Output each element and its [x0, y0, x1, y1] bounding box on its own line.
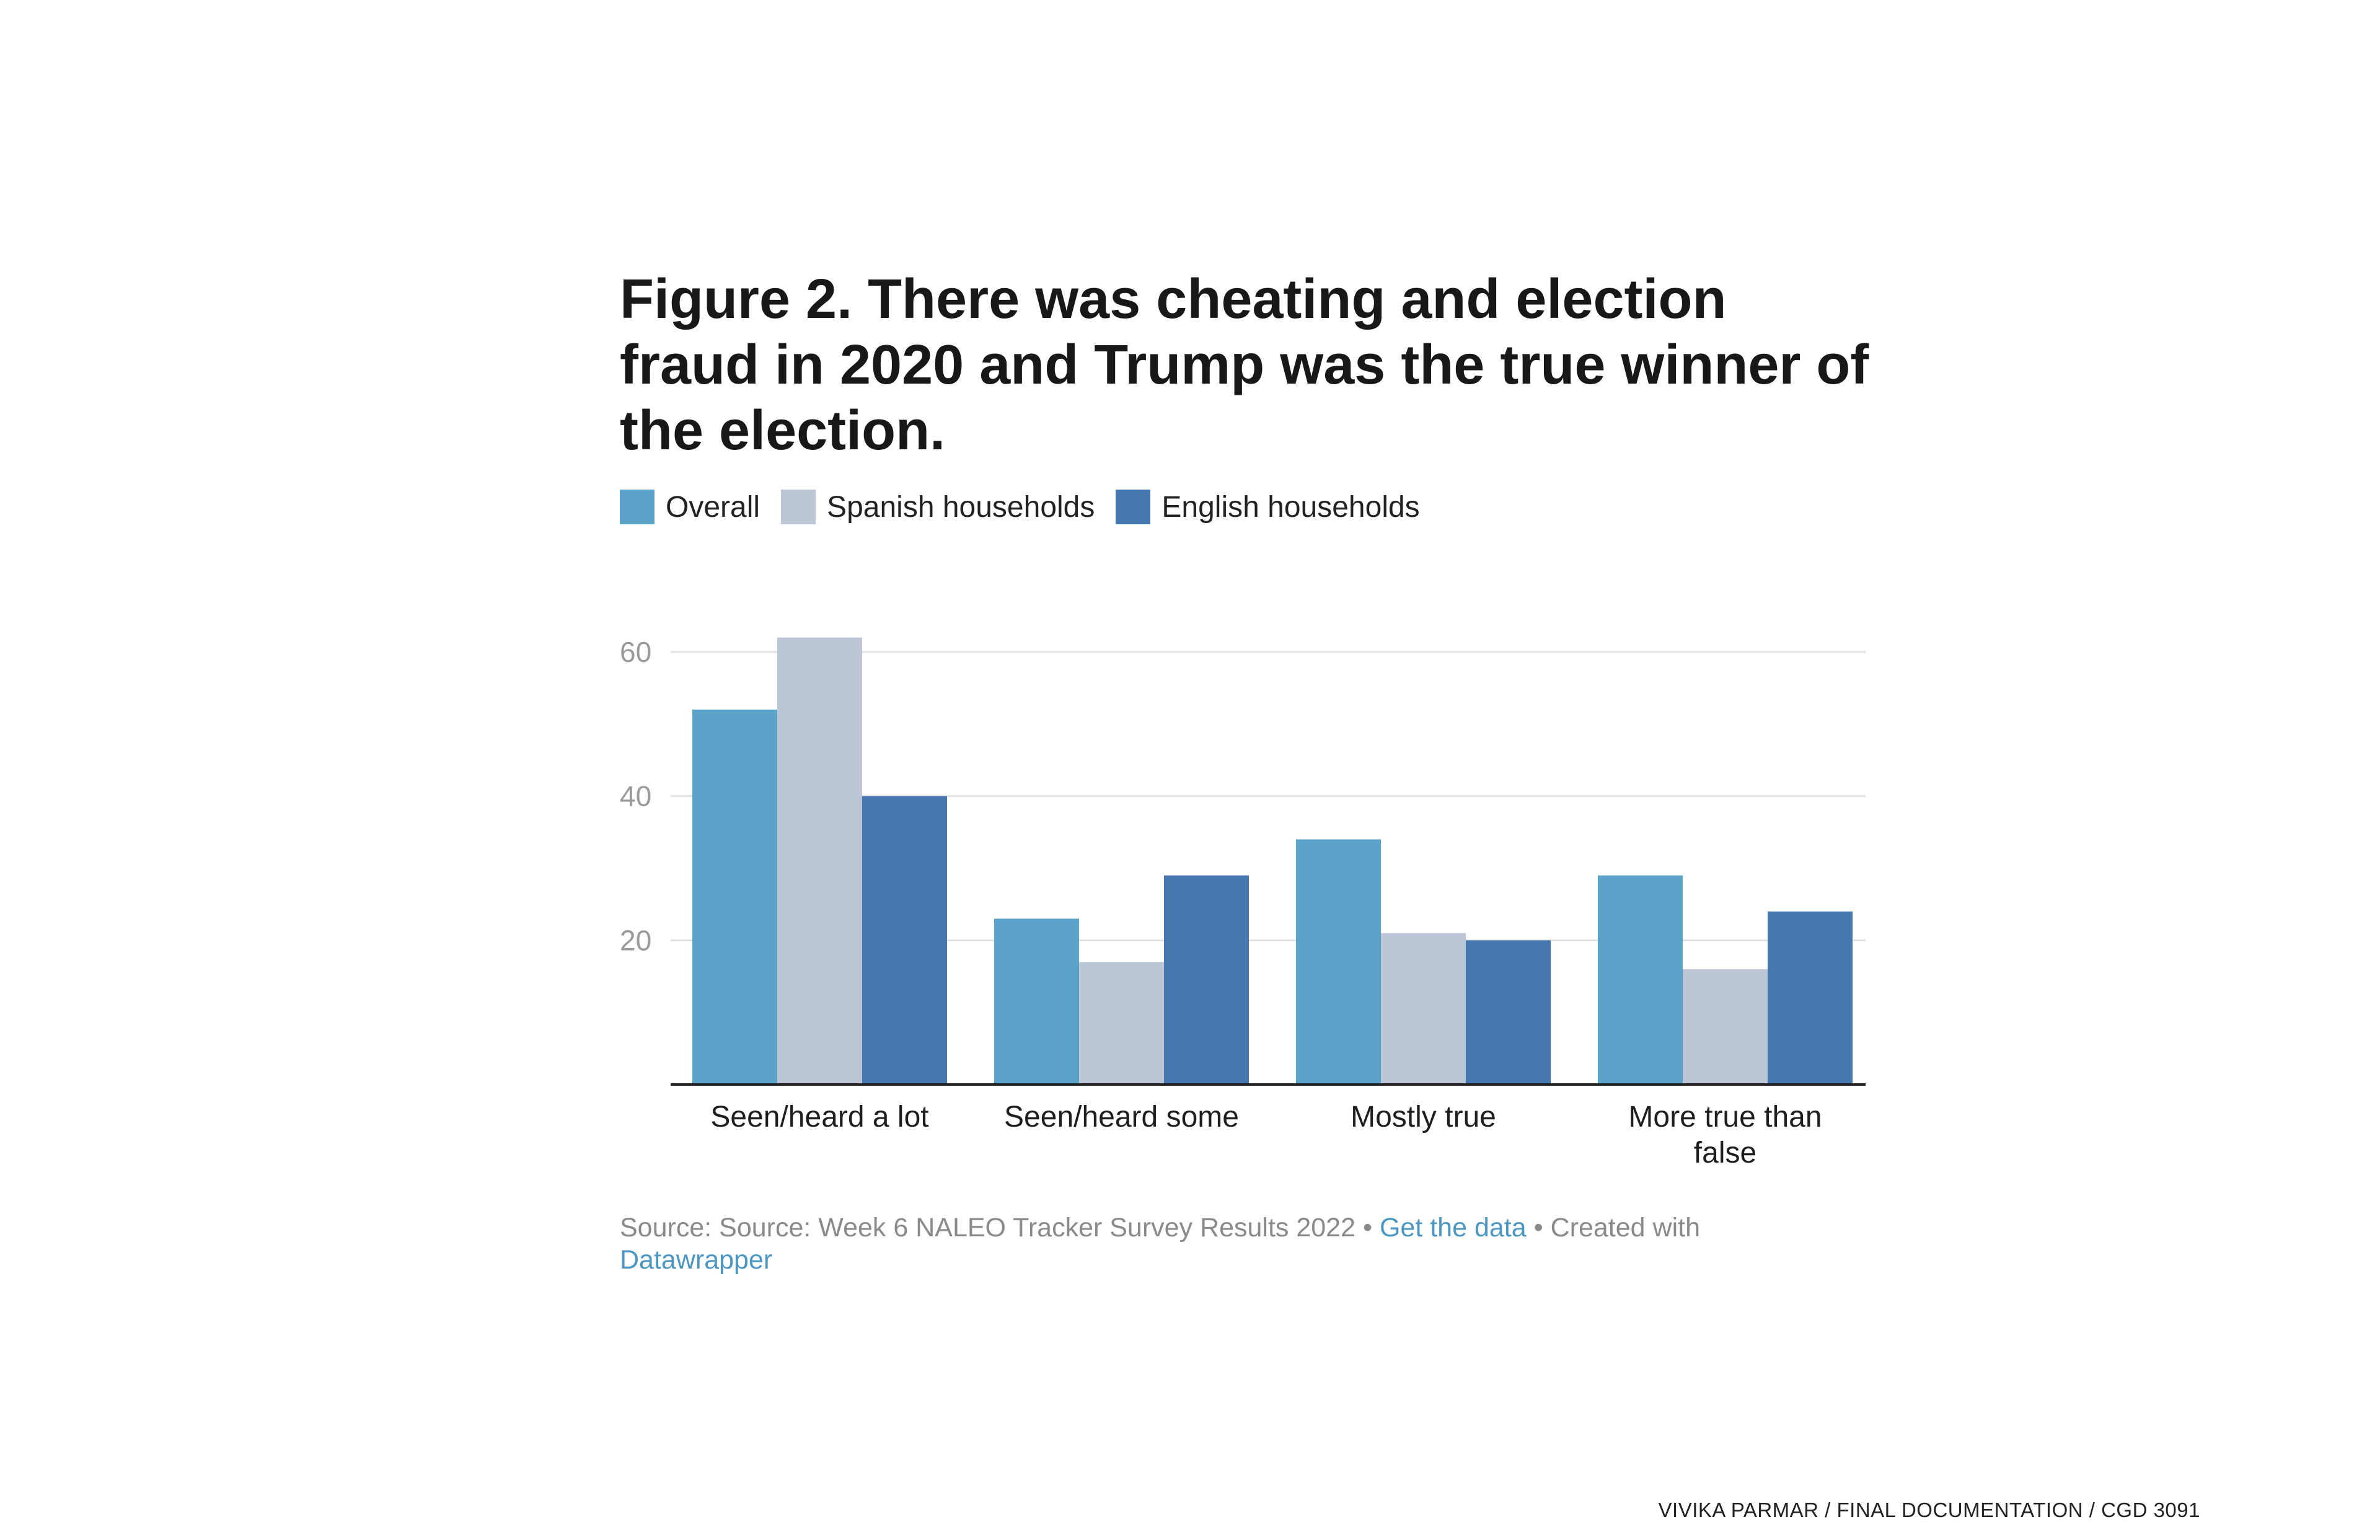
y-tick-label-40: 40	[620, 780, 651, 812]
bar-1-2	[1164, 875, 1249, 1085]
legend-swatch-spanish	[781, 490, 816, 524]
x-tick-label-1: Seen/heard some	[1004, 1101, 1239, 1133]
chart-legend: Overall Spanish households English house…	[620, 488, 1872, 526]
bar-1-1	[1079, 962, 1164, 1085]
legend-label-spanish: Spanish households	[827, 490, 1095, 524]
legend-item-spanish: Spanish households	[781, 490, 1095, 524]
bar-0-1	[777, 637, 862, 1085]
bar-2-2	[1466, 940, 1551, 1085]
bar-chart: 20 40 60 Seen/heard a lot Seen/heard some Mos…	[620, 636, 1866, 1169]
datawrapper-link[interactable]: Datawrapper	[620, 1245, 773, 1275]
legend-item-overall: Overall	[620, 490, 760, 524]
chart-area: 20 40 60 Seen/heard a lot Seen/heard some Mos…	[620, 607, 1884, 1190]
footer-credit: VIVIKA PARMAR / FINAL DOCUMENTATION / CG…	[1658, 1498, 2200, 1521]
bar-3-1	[1683, 969, 1768, 1085]
created-with-text: • Created with	[1526, 1213, 1700, 1243]
bar-3-0	[1598, 875, 1683, 1085]
legend-label-overall: Overall	[666, 490, 760, 524]
y-tick-label-60: 60	[620, 636, 651, 668]
source-note: Source: Source: Week 6 NALEO Tracker Sur…	[620, 1212, 1859, 1276]
x-tick-label-2: Mostly true	[1351, 1101, 1496, 1133]
legend-item-english: English households	[1116, 490, 1420, 524]
figure-container: Figure 2. There was cheating and electio…	[620, 266, 1872, 526]
bar-0-2	[862, 796, 947, 1085]
source-text: Source: Source: Week 6 NALEO Tracker Sur…	[620, 1213, 1380, 1243]
x-tick-label-0: Seen/heard a lot	[710, 1101, 928, 1133]
y-tick-label-20: 20	[620, 924, 651, 956]
get-the-data-link[interactable]: Get the data	[1379, 1213, 1527, 1243]
chart-title: Figure 2. There was cheating and electio…	[620, 268, 1869, 462]
x-tick-label-3: More true than	[1628, 1101, 1822, 1133]
bar-0-0	[692, 710, 777, 1085]
bar-3-2	[1768, 911, 1853, 1085]
legend-label-english: English households	[1161, 490, 1420, 524]
legend-swatch-english	[1116, 490, 1151, 524]
legend-swatch-overall	[620, 490, 654, 524]
bar-2-1	[1381, 933, 1466, 1085]
bar-2-0	[1296, 839, 1381, 1085]
bar-1-0	[994, 918, 1079, 1085]
x-tick-label-3-line1: false	[1694, 1137, 1756, 1169]
